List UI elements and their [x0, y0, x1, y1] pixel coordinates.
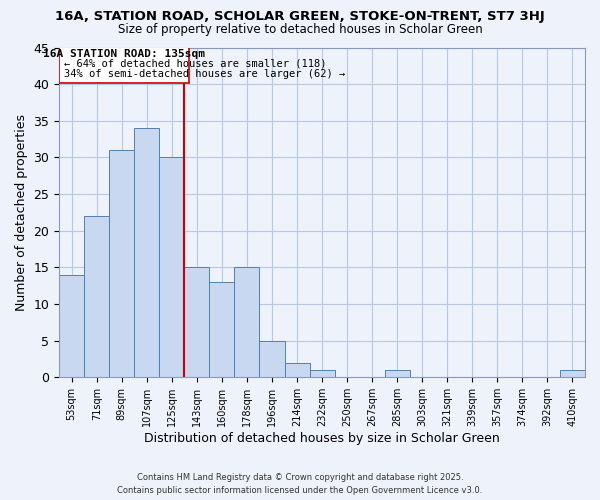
Bar: [209, 282, 235, 378]
Text: 16A STATION ROAD: 135sqm: 16A STATION ROAD: 135sqm: [43, 49, 205, 59]
Bar: [109, 150, 134, 378]
Text: Size of property relative to detached houses in Scholar Green: Size of property relative to detached ho…: [118, 22, 482, 36]
Bar: [59, 274, 84, 378]
Bar: [160, 158, 184, 378]
Bar: [235, 268, 259, 378]
Polygon shape: [59, 44, 190, 82]
Bar: [385, 370, 410, 378]
X-axis label: Distribution of detached houses by size in Scholar Green: Distribution of detached houses by size …: [144, 432, 500, 445]
Bar: [560, 370, 585, 378]
Text: 16A, STATION ROAD, SCHOLAR GREEN, STOKE-ON-TRENT, ST7 3HJ: 16A, STATION ROAD, SCHOLAR GREEN, STOKE-…: [55, 10, 545, 23]
Bar: [134, 128, 160, 378]
Text: ← 64% of detached houses are smaller (118): ← 64% of detached houses are smaller (11…: [64, 58, 326, 68]
Bar: [310, 370, 335, 378]
Text: Contains HM Land Registry data © Crown copyright and database right 2025.
Contai: Contains HM Land Registry data © Crown c…: [118, 473, 482, 495]
Bar: [84, 216, 109, 378]
Bar: [284, 362, 310, 378]
Y-axis label: Number of detached properties: Number of detached properties: [15, 114, 28, 311]
Bar: [184, 268, 209, 378]
Text: 34% of semi-detached houses are larger (62) →: 34% of semi-detached houses are larger (…: [64, 70, 346, 80]
Bar: [259, 340, 284, 378]
